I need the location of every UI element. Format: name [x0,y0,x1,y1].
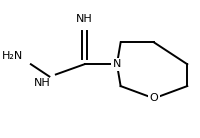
Text: N: N [113,59,121,69]
Text: O: O [150,93,158,103]
Text: NH: NH [34,78,50,88]
Text: H₂N: H₂N [2,51,23,62]
Text: NH: NH [76,14,93,24]
